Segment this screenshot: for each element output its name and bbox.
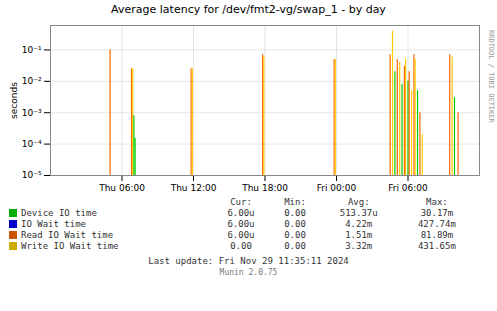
svg-text:10⁻¹: 10⁻¹ [22,45,42,55]
html-text:1.51m: 1.51m [345,230,373,240]
svg-text:Thu 18:00: Thu 18:00 [241,183,288,193]
html-text:Write IO Wait time: Write IO Wait time [21,241,119,251]
html-text:6.00u: 6.00u [227,208,255,218]
html-text:IO Wait time: IO Wait time [21,219,86,229]
svg-text:Thu 12:00: Thu 12:00 [170,183,217,193]
svg-text:10⁻⁴: 10⁻⁴ [22,139,42,149]
html-text:4.22m: 4.22m [345,219,373,229]
svg-text:Fri 00:00: Fri 00:00 [317,183,357,193]
svg-text:seconds: seconds [9,82,19,119]
html-text:Avg:: Avg: [347,197,370,207]
html-text:427.74m: 427.74m [417,219,456,229]
html-text:Max:: Max: [426,197,448,207]
svg-text:10⁻⁵: 10⁻⁵ [22,170,42,180]
html-text:0.00: 0.00 [284,219,306,229]
html-text:Average latency for /dev/fmt2-: Average latency for /dev/fmt2-vg/swap_1 … [111,3,386,16]
html-text:81.89m: 81.89m [420,230,454,240]
html-text:0.00: 0.00 [284,241,306,251]
svg-text:Fri 06:00: Fri 06:00 [388,183,428,193]
html-text:Device IO time: Device IO time [21,208,97,218]
html-text:Munin 2.0.75: Munin 2.0.75 [219,268,278,277]
html-text:6.00u: 6.00u [227,219,255,229]
html-text:Last update: Fri Nov 29 11:35:: Last update: Fri Nov 29 11:35:11 2024 [148,256,349,266]
svg-text:Thu 06:00: Thu 06:00 [98,183,145,193]
html-text:0.00: 0.00 [284,208,306,218]
html-text:0.00: 0.00 [284,230,306,240]
html-text:431.65m: 431.65m [417,241,456,251]
html-text:30.17m: 30.17m [420,208,454,218]
html-text:0.00: 0.00 [230,241,252,251]
html-text:RRDTOOL / TOBI OETIKER: RRDTOOL / TOBI OETIKER [487,30,495,123]
svg-text:10⁻²: 10⁻² [22,76,42,86]
html-text:Cur:: Cur: [230,197,252,207]
html-text:513.37u: 513.37u [339,208,378,218]
html-text:Read IO Wait time: Read IO Wait time [21,230,114,240]
html-text:6.00u: 6.00u [227,230,255,240]
html-text:3.32m: 3.32m [345,241,373,251]
svg-text:10⁻³: 10⁻³ [22,108,42,118]
html-text:Min:: Min: [284,197,306,207]
